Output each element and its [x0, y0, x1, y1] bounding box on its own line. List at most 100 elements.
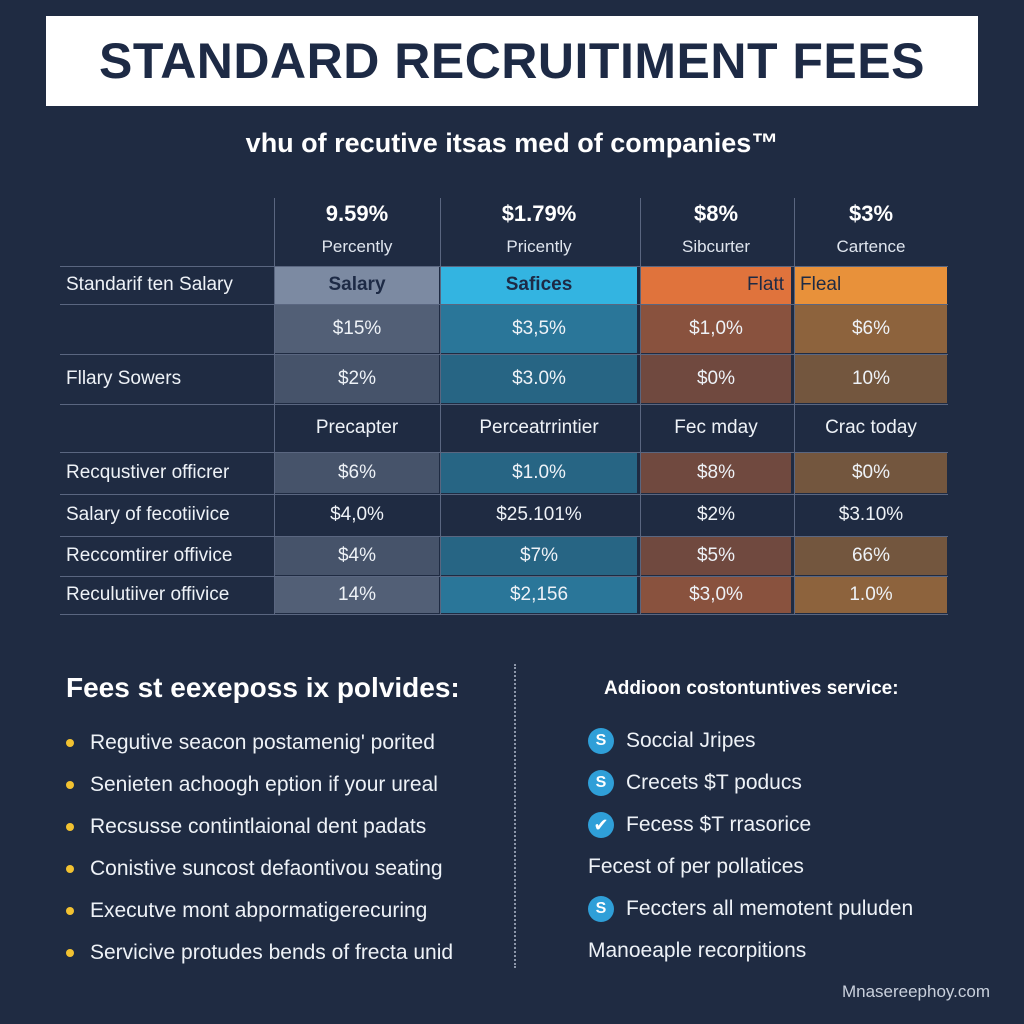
list-item-text: Feccters all memotent puluden [626, 897, 914, 920]
list-item: Executve mont abpormatigerecuring [66, 890, 506, 932]
table-cell: Crac today [825, 417, 917, 438]
fees-section-title: Fees st eexeposs ix polvides: [66, 672, 460, 703]
cell-shade [641, 304, 791, 353]
list-item-text: Servicive protudes bends of frecta unid [90, 941, 454, 964]
band-cell-2 [441, 266, 637, 304]
list-item: Recsusse contintlaional dent padats [66, 806, 506, 848]
table-cell: $3,0% [689, 584, 743, 605]
row-label: Salary of fecotiivice [66, 504, 230, 525]
table-row-divider [60, 452, 948, 453]
col-header-top-3: $8% [693, 201, 739, 226]
table-cell: $3.10% [838, 504, 904, 525]
table-row-divider [60, 494, 948, 495]
table-col-divider [440, 198, 441, 614]
table-cell: Perceatrrintier [479, 417, 599, 438]
title-banner: STANDARD RECRUITIMENT FEES [46, 16, 978, 106]
list-item-text: Manoeaple recorpitions [588, 939, 807, 962]
table-cell: $4% [337, 545, 377, 566]
check-icon: ✔ [588, 812, 614, 838]
cell-shade [795, 452, 947, 493]
table-cell: $5% [696, 545, 736, 566]
dollar-icon: S [588, 728, 614, 754]
table-cell: $6% [337, 462, 377, 483]
table-cell: $0% [851, 462, 891, 483]
row-label [60, 304, 274, 354]
row-label: Fllary Sowers [66, 368, 182, 389]
page-title: STANDARD RECRUITIMENT FEES [99, 33, 925, 89]
list-item-text: Recsusse contintlaional dent padats [90, 815, 427, 838]
cell-shade [441, 304, 637, 353]
row-label: Reccomtirer offivice [66, 545, 233, 566]
table-cell: $2% [337, 368, 377, 389]
band-label-4: Fleal [800, 274, 842, 295]
col-header-sub-2: Pricently [506, 237, 572, 256]
list-item: Senieten achoogh eption if your ureal [66, 764, 506, 806]
cell-shade [275, 536, 439, 575]
table-cell: $1.0% [512, 462, 566, 483]
services-list: S Soccial Jripes S Crecets $T poducs ✔ Fece… [588, 720, 988, 972]
list-item: Servicive protudes bends of frecta unid [66, 932, 506, 974]
list-item: S Soccial Jripes [588, 720, 988, 762]
cell-shade [641, 452, 791, 493]
cell-shade [641, 576, 791, 613]
bullet-icon [66, 823, 74, 831]
cell-shade [641, 536, 791, 575]
cell-shade [275, 452, 439, 493]
page-subtitle: vhu of recutive itsas med of companies™ [245, 128, 779, 158]
fees-table: 9.59% $1.79% $8% $3% Percently Pricently… [60, 198, 948, 618]
col-header-sub-1: Percently [321, 237, 393, 256]
table-cell: Fec mday [674, 417, 758, 438]
band-cell-3 [641, 266, 791, 304]
list-item-text: Crecets $T poducs [626, 771, 802, 794]
cell-shade [275, 304, 439, 353]
watermark: Mnasereephoy.com [841, 982, 990, 1001]
table-cell: $3.0% [512, 368, 566, 389]
list-item-text: Regutive seacon postamenig' porited [90, 731, 435, 754]
table-cell: $8% [696, 462, 736, 483]
bullet-icon [66, 865, 74, 873]
section-divider [514, 664, 516, 968]
cell-shade [441, 354, 637, 403]
table-cell: $4,0% [330, 504, 384, 525]
list-item-text: Senieten achoogh eption if your ureal [90, 773, 438, 796]
table-row-divider [60, 614, 948, 615]
table-cell: $7% [519, 545, 559, 566]
list-item: Regutive seacon postamenig' porited [66, 722, 506, 764]
col-header-sub-3: Sibcurter [681, 237, 751, 256]
col-header-sub-4: Cartence [836, 237, 906, 256]
cell-shade [795, 354, 947, 403]
table-cell: 1.0% [849, 584, 893, 605]
cell-shade [795, 576, 947, 613]
table-cell: Precapter [315, 417, 399, 438]
table-cell: $0% [696, 368, 736, 389]
table-cell: $15% [332, 318, 382, 339]
bullet-icon [66, 781, 74, 789]
table-cell: $3,5% [512, 318, 566, 339]
table-col-divider [640, 198, 641, 614]
band-cell-1 [275, 266, 439, 304]
list-item: S Feccters all memotent puluden [588, 888, 988, 930]
col-header-top-2: $1.79% [501, 201, 577, 226]
table-cell: $6% [851, 318, 891, 339]
cell-shade [795, 536, 947, 575]
row-label: Recqustiver officrer [66, 462, 230, 483]
list-item-text: Fecest of per pollatices [588, 855, 804, 878]
list-item-text: Fecess $T rrasorice [626, 813, 812, 836]
row-label: Reculutiiver offivice [66, 584, 230, 605]
band-row-label: Standarif ten Salary [66, 274, 233, 295]
row-label [60, 404, 274, 452]
band-cell-4 [795, 266, 947, 304]
table-cell: 14% [337, 584, 377, 605]
table-cell: $25.101% [496, 504, 582, 525]
fees-bullet-list: Regutive seacon postamenig' porited Seni… [66, 722, 506, 974]
list-item-text: Soccial Jripes [626, 729, 756, 752]
table-cell: 10% [851, 368, 891, 389]
table-row-divider [60, 404, 948, 405]
bullet-icon [66, 949, 74, 957]
table-row-divider [60, 576, 948, 577]
list-item-text: Conistive suncost defaontivou seating [90, 857, 443, 880]
list-item: Fecest of per pollatices [588, 846, 988, 888]
list-item: S Crecets $T poducs [588, 762, 988, 804]
table-row-divider [60, 266, 948, 267]
cell-shade [441, 536, 637, 575]
